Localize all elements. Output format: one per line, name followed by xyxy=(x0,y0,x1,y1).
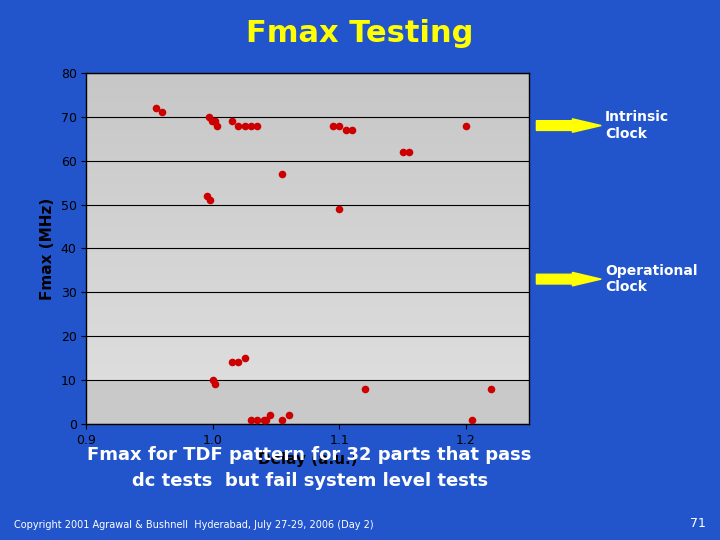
Point xyxy=(226,117,238,125)
Point xyxy=(283,411,294,420)
Point xyxy=(207,117,219,125)
Point xyxy=(460,121,472,130)
Point xyxy=(201,191,212,200)
Text: dc tests  but fail system level tests: dc tests but fail system level tests xyxy=(132,472,487,490)
Point xyxy=(233,121,244,130)
Point xyxy=(211,121,222,130)
Point xyxy=(328,121,339,130)
Point xyxy=(239,354,251,362)
Text: Fmax for TDF pattern for 32 parts that pass: Fmax for TDF pattern for 32 parts that p… xyxy=(87,446,532,463)
Point xyxy=(333,205,345,213)
Point xyxy=(485,384,497,393)
Point xyxy=(397,147,408,156)
Point xyxy=(239,121,251,130)
Point xyxy=(251,121,263,130)
Text: Copyright 2001 Agrawal & Bushnell  Hyderabad, July 27-29, 2006 (Day 2): Copyright 2001 Agrawal & Bushnell Hydera… xyxy=(14,520,374,530)
Point xyxy=(251,415,263,424)
Point xyxy=(359,384,371,393)
Point xyxy=(333,121,345,130)
Text: 71: 71 xyxy=(690,517,706,530)
Point xyxy=(150,104,162,112)
Point xyxy=(245,415,256,424)
Point xyxy=(258,415,269,424)
Point xyxy=(233,358,244,367)
Text: Intrinsic
Clock: Intrinsic Clock xyxy=(605,111,669,140)
Point xyxy=(245,121,256,130)
Y-axis label: Fmax (MHz): Fmax (MHz) xyxy=(40,197,55,300)
Point xyxy=(207,376,219,384)
Point xyxy=(340,126,351,134)
Point xyxy=(403,147,415,156)
Bar xyxy=(86,380,529,424)
Point xyxy=(204,196,216,205)
Point xyxy=(203,112,215,121)
Point xyxy=(261,415,272,424)
Point xyxy=(276,415,288,424)
Text: Fmax Testing: Fmax Testing xyxy=(246,19,474,48)
Point xyxy=(226,358,238,367)
Point xyxy=(206,117,217,125)
X-axis label: Delay (a.u.): Delay (a.u.) xyxy=(258,452,358,467)
Point xyxy=(264,411,276,420)
Point xyxy=(156,108,168,117)
Text: Operational
Clock: Operational Clock xyxy=(605,264,697,294)
Point xyxy=(346,126,358,134)
Point xyxy=(210,117,221,125)
Point xyxy=(467,415,478,424)
Point xyxy=(210,380,221,389)
Point xyxy=(276,170,288,178)
